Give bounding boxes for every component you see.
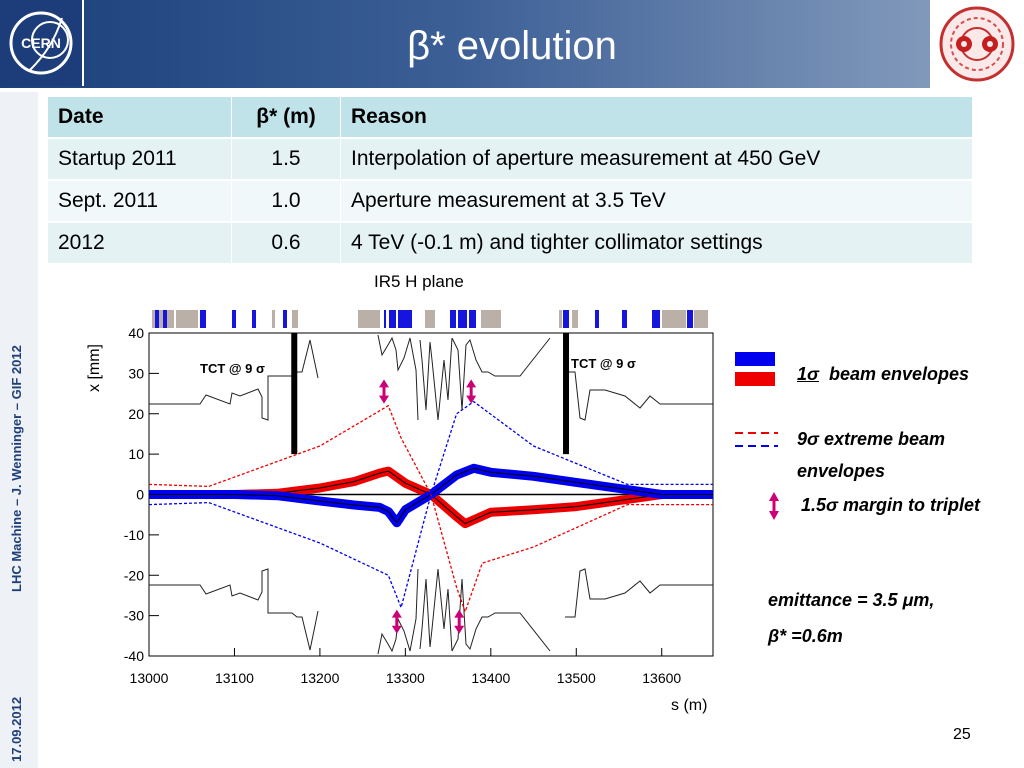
series-centerline-envelope_blue xyxy=(149,467,713,524)
legend-margin: 1.5σ margin to triplet xyxy=(801,495,980,515)
legend-beta: β* =0.6m xyxy=(768,626,843,646)
series-line-envelope_red xyxy=(149,466,713,529)
cell-date: 2012 xyxy=(48,222,232,265)
legend-extreme-line1: 9σ extreme beam xyxy=(797,429,946,449)
series-line-extreme_blue xyxy=(148,400,713,610)
axis-tick-labels: 13000 13100 13200 13300 13400 13500 13600 40 30 2… xyxy=(124,325,682,686)
lhc-detector-icon xyxy=(939,6,1015,82)
x-tick-label: 13600 xyxy=(642,670,681,686)
slide-title: β* evolution xyxy=(407,24,617,68)
legend-extreme-line2: envelopes xyxy=(797,461,886,481)
tct-bar xyxy=(563,333,570,455)
cell-beta: 0.6 xyxy=(231,222,341,265)
y-tick-label: -30 xyxy=(124,608,144,624)
margin-arrow-head xyxy=(391,625,402,634)
page-number: 25 xyxy=(953,726,971,743)
magnet-strip xyxy=(152,310,708,328)
table-row: 2012 0.6 4 TeV (-0.1 m) and tighter coll… xyxy=(48,222,973,265)
tct-bar xyxy=(291,333,298,455)
series-centerline-envelope_red xyxy=(149,470,713,525)
cell-beta: 1.0 xyxy=(231,180,341,223)
aperture-outline xyxy=(149,334,713,655)
x-tick-label: 13000 xyxy=(130,670,169,686)
cell-beta: 1.5 xyxy=(231,138,341,181)
margin-arrow-head xyxy=(379,379,389,388)
margin-arrows xyxy=(379,379,477,634)
tct-right-label: TCT @ 9 σ xyxy=(571,356,636,371)
cell-reason: Aperture measurement at 3.5 TeV xyxy=(340,180,973,223)
header-beta: β* (m) xyxy=(231,97,341,139)
x-tick-label: 13500 xyxy=(557,670,596,686)
cern-logo-icon: CERN xyxy=(9,11,73,75)
y-tick-label: 40 xyxy=(128,325,144,341)
legend-beam-text: beam envelopes xyxy=(823,364,970,384)
margin-arrow-head xyxy=(379,395,389,404)
cell-date: Startup 2011 xyxy=(48,138,232,181)
plot-title: IR5 H plane xyxy=(374,272,464,291)
margin-arrow-head xyxy=(466,379,477,388)
y-axis-label: x [mm] xyxy=(86,344,103,392)
lhc-logo xyxy=(930,0,1024,88)
legend-arrow-icon xyxy=(769,492,779,520)
legend-swatch-beam1 xyxy=(735,352,775,366)
sidebar-footer-text: LHC Machine – J. Wenninger – GIF 2012 xyxy=(9,345,24,592)
x-tick-label: 13200 xyxy=(300,670,339,686)
legend-emittance: emittance = 3.5 μm, xyxy=(768,590,935,610)
table-row: Startup 2011 1.5 Interpolation of apertu… xyxy=(48,138,973,181)
y-tick-label: -20 xyxy=(124,567,144,583)
y-tick-label: 20 xyxy=(128,406,144,422)
legend-beam-envelopes: 1σ beam envelopes xyxy=(797,364,969,385)
plot-frame xyxy=(148,332,714,657)
header-reason: Reason xyxy=(340,97,973,139)
cell-date: Sept. 2011 xyxy=(48,180,232,223)
y-tick-label: 10 xyxy=(128,446,144,462)
y-tick-label: -40 xyxy=(124,648,144,664)
sidebar-date: 17.09.2012 xyxy=(9,696,24,762)
x-axis-label: s (m) xyxy=(671,697,707,714)
x-tick-label: 13400 xyxy=(471,670,510,686)
x-tick-label: 13100 xyxy=(215,670,254,686)
slide-header: CERN β* evolution xyxy=(0,0,1024,88)
y-tick-label: 30 xyxy=(128,365,144,381)
cern-logo: CERN xyxy=(0,0,84,86)
series-line-envelope_blue xyxy=(149,463,713,528)
tct-left-label: TCT @ 9 σ xyxy=(200,361,265,376)
margin-arrow-head xyxy=(391,609,402,618)
cell-reason: 4 TeV (-0.1 m) and tighter collimator se… xyxy=(340,222,973,265)
y-tick-label: 0 xyxy=(136,487,144,503)
beam-series xyxy=(148,400,713,614)
tct-markers xyxy=(291,333,570,455)
series-line-extreme_red xyxy=(148,404,713,614)
cell-reason: Interpolation of aperture measurement at… xyxy=(340,138,973,181)
margin-arrow-head xyxy=(466,395,477,404)
legend-sigma-label: 1σ xyxy=(797,364,819,384)
cern-logo-text: CERN xyxy=(21,35,61,51)
margin-arrow-head xyxy=(454,625,465,634)
x-tick-label: 13300 xyxy=(386,670,425,686)
legend-swatch-beam2 xyxy=(735,372,775,386)
legend-swatches xyxy=(735,352,779,520)
header-date: Date xyxy=(48,97,232,139)
table-row: Sept. 2011 1.0 Aperture measurement at 3… xyxy=(48,180,973,223)
margin-arrow-head xyxy=(454,609,465,618)
beta-star-table: Date β* (m) Reason Startup 2011 1.5 Inte… xyxy=(48,97,973,265)
sidebar: LHC Machine – J. Wenninger – GIF 2012 17… xyxy=(0,92,38,768)
axis-ticks xyxy=(148,332,713,657)
y-tick-label: -10 xyxy=(124,527,144,543)
table-header-row: Date β* (m) Reason xyxy=(48,97,973,139)
